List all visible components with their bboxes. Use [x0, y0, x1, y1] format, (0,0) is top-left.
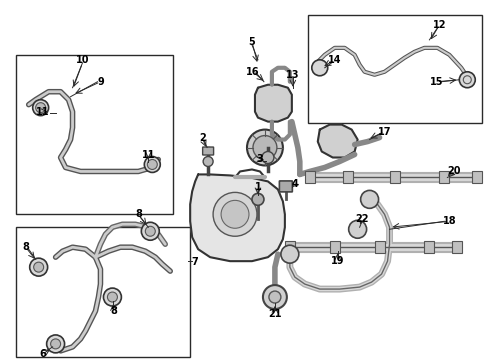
- Circle shape: [141, 222, 159, 240]
- Circle shape: [269, 291, 281, 303]
- Text: 5: 5: [248, 37, 255, 47]
- Circle shape: [459, 72, 475, 88]
- Text: 11: 11: [142, 149, 155, 159]
- Circle shape: [30, 258, 48, 276]
- Text: 6: 6: [39, 349, 46, 359]
- Circle shape: [213, 192, 257, 236]
- FancyBboxPatch shape: [279, 181, 293, 192]
- Text: 12: 12: [433, 20, 446, 30]
- Bar: [452, 241, 462, 253]
- Text: 14: 14: [328, 55, 342, 65]
- Text: 10: 10: [76, 55, 89, 65]
- Circle shape: [262, 152, 274, 163]
- Text: 7: 7: [192, 257, 198, 267]
- Circle shape: [47, 335, 65, 353]
- Bar: [440, 171, 449, 183]
- Circle shape: [36, 103, 46, 113]
- Circle shape: [312, 60, 328, 76]
- Bar: [390, 171, 399, 183]
- Bar: [424, 241, 435, 253]
- Bar: [374, 241, 385, 253]
- Circle shape: [221, 201, 249, 228]
- Text: 13: 13: [286, 70, 299, 80]
- Circle shape: [252, 193, 264, 205]
- Text: 2: 2: [199, 132, 205, 143]
- Text: 16: 16: [246, 67, 260, 77]
- Bar: [330, 241, 340, 253]
- Text: 22: 22: [355, 214, 368, 224]
- Polygon shape: [190, 175, 285, 261]
- Bar: [343, 171, 353, 183]
- Circle shape: [145, 157, 160, 172]
- Circle shape: [147, 159, 157, 170]
- Circle shape: [33, 100, 49, 116]
- Text: 9: 9: [97, 77, 104, 87]
- Text: 17: 17: [378, 127, 392, 136]
- Text: 19: 19: [331, 256, 344, 266]
- Bar: [16, 55, 173, 214]
- Circle shape: [107, 292, 118, 302]
- Text: 20: 20: [447, 166, 461, 176]
- Circle shape: [349, 220, 367, 238]
- Bar: [308, 15, 482, 123]
- Circle shape: [146, 226, 155, 236]
- Bar: [305, 171, 315, 183]
- Bar: [285, 241, 295, 253]
- Text: 11: 11: [36, 107, 49, 117]
- Circle shape: [203, 157, 213, 166]
- Text: 8: 8: [22, 242, 29, 252]
- Circle shape: [50, 339, 61, 349]
- Text: 8: 8: [110, 306, 117, 316]
- Circle shape: [103, 288, 122, 306]
- Text: 21: 21: [268, 309, 282, 319]
- Text: 18: 18: [442, 216, 456, 226]
- FancyBboxPatch shape: [203, 147, 214, 155]
- Bar: [472, 171, 482, 183]
- Circle shape: [34, 262, 44, 272]
- Polygon shape: [255, 85, 292, 122]
- Polygon shape: [318, 125, 358, 157]
- Bar: [16, 227, 190, 357]
- Text: 3: 3: [257, 154, 263, 165]
- Text: 15: 15: [430, 77, 443, 87]
- Text: 1: 1: [255, 183, 261, 192]
- Circle shape: [247, 130, 283, 166]
- Circle shape: [281, 245, 299, 263]
- Text: 8: 8: [135, 209, 142, 219]
- Circle shape: [361, 190, 379, 208]
- Circle shape: [253, 136, 277, 159]
- Text: 4: 4: [292, 179, 298, 189]
- Circle shape: [263, 285, 287, 309]
